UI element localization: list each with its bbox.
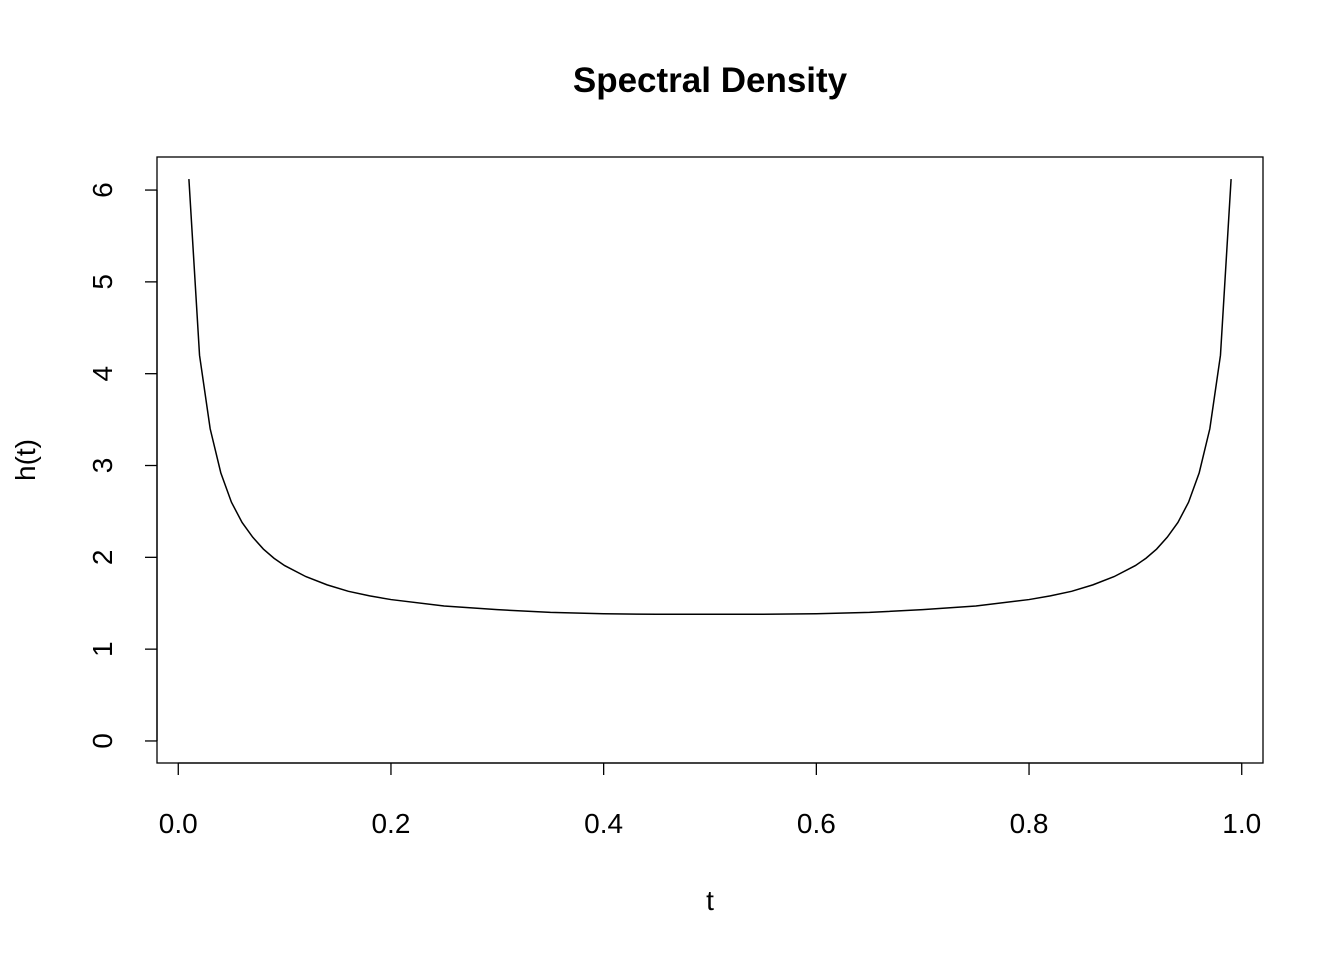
series-line <box>188 178 1232 615</box>
x-tick-label: 0.2 <box>371 808 410 839</box>
y-tick-label: 6 <box>87 182 118 198</box>
x-axis-label: t <box>706 885 714 916</box>
x-tick-label: 0.4 <box>584 808 623 839</box>
x-axis: 0.0 0.2 0.4 0.6 0.8 1.0 <box>159 762 1261 839</box>
y-tick-label: 0 <box>87 733 118 749</box>
x-tick-label: 0.8 <box>1010 808 1049 839</box>
y-tick-label: 5 <box>87 274 118 290</box>
y-tick-label: 1 <box>87 641 118 657</box>
x-tick-label: 0.6 <box>797 808 836 839</box>
y-tick-label: 4 <box>87 366 118 382</box>
y-tick-label: 2 <box>87 550 118 566</box>
x-tick-label: 0.0 <box>159 808 198 839</box>
x-tick-label: 1.0 <box>1222 808 1261 839</box>
y-axis-label: h(t) <box>10 439 41 481</box>
y-tick-label: 3 <box>87 458 118 474</box>
chart-title: Spectral Density <box>573 61 848 100</box>
y-axis: 0 1 2 3 4 5 6 <box>87 182 158 749</box>
plot-area-frame <box>156 156 1264 764</box>
